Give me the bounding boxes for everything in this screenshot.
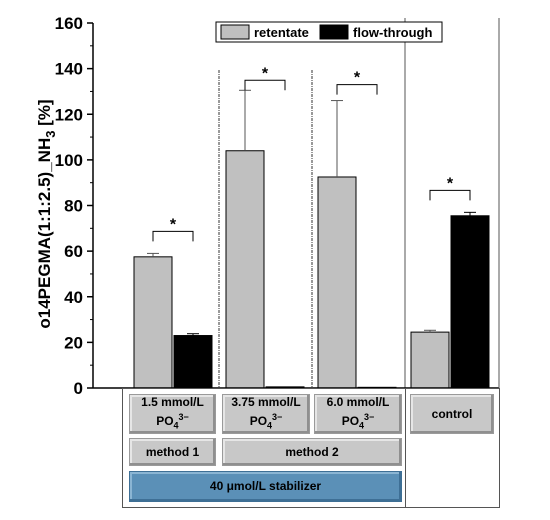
group-label-control: control	[410, 394, 494, 434]
group-label-1-5-conc: 1.5 mmol/L	[141, 394, 204, 409]
legend-label-retentate: retentate	[254, 25, 309, 40]
legend-swatch-retentate	[220, 24, 250, 40]
y-tick-label-140: 140	[55, 60, 83, 79]
significance-layer: * * * *	[152, 65, 471, 242]
bar-retentate-4	[410, 331, 450, 389]
y-tick-label-40: 40	[64, 288, 83, 307]
significance-star-3: *	[354, 70, 361, 87]
y-tick-label-60: 60	[64, 242, 83, 261]
method-2-label: method 2	[222, 438, 402, 466]
bar-flow-through-1	[173, 335, 213, 389]
legend: retentate flow-through	[215, 21, 443, 43]
y-tick-label-0: 0	[74, 379, 83, 398]
bar-retentate-1	[133, 256, 173, 389]
y-tick-label-20: 20	[64, 333, 83, 352]
bar-flow-through-4	[450, 215, 490, 389]
significance-bracket-3	[336, 84, 378, 95]
group-label-3-75: 3.75 mmol/L PO43−	[222, 394, 310, 434]
stabilizer-text: 40 μmol/L stabilizer	[209, 479, 322, 493]
error-bars-layer	[147, 89, 476, 336]
significance-bracket-4	[429, 189, 471, 201]
significance-bracket-2	[244, 79, 286, 91]
group-label-6-0-conc: 6.0 mmol/L	[326, 394, 390, 409]
group-separators	[218, 18, 406, 388]
legend-swatch-flow-through	[319, 24, 349, 40]
group-label-control-text: control	[431, 406, 473, 421]
significance-bracket-1	[152, 230, 194, 242]
significance-star-4: *	[447, 175, 454, 192]
y-tick-label-160: 160	[55, 14, 83, 33]
y-tick-label-80: 80	[64, 197, 83, 216]
method-1-text: method 1	[145, 444, 200, 459]
group-label-1-5-chem: PO43−	[156, 411, 189, 431]
group-label-3-75-chem: PO43−	[249, 411, 283, 431]
group-label-6-0: 6.0 mmol/L PO43−	[314, 394, 402, 434]
group-label-1-5: 1.5 mmol/L PO43−	[129, 394, 216, 434]
y-ticks-layer: 0 20 40 60 80 100 120 140 160	[55, 14, 93, 398]
group-label-3-75-conc: 3.75 mmol/L	[231, 394, 301, 409]
method-1-label: method 1	[129, 438, 216, 466]
y-tick-label-100: 100	[55, 151, 83, 170]
bars-layer	[133, 150, 490, 389]
y-axis-title: o14PEGMA(1:1:2.5)_NH3 [%]	[35, 99, 58, 328]
method-2-text: method 2	[285, 444, 339, 459]
group-label-6-0-chem: PO43−	[341, 411, 375, 431]
bar-retentate-3	[317, 176, 357, 389]
stabilizer-label: 40 μmol/L stabilizer	[129, 471, 402, 502]
bar-retentate-2	[225, 150, 265, 389]
significance-star-1: *	[170, 216, 177, 233]
y-tick-label-120: 120	[55, 105, 83, 124]
legend-label-flow-through: flow-through	[353, 25, 432, 40]
significance-star-2: *	[262, 65, 269, 82]
